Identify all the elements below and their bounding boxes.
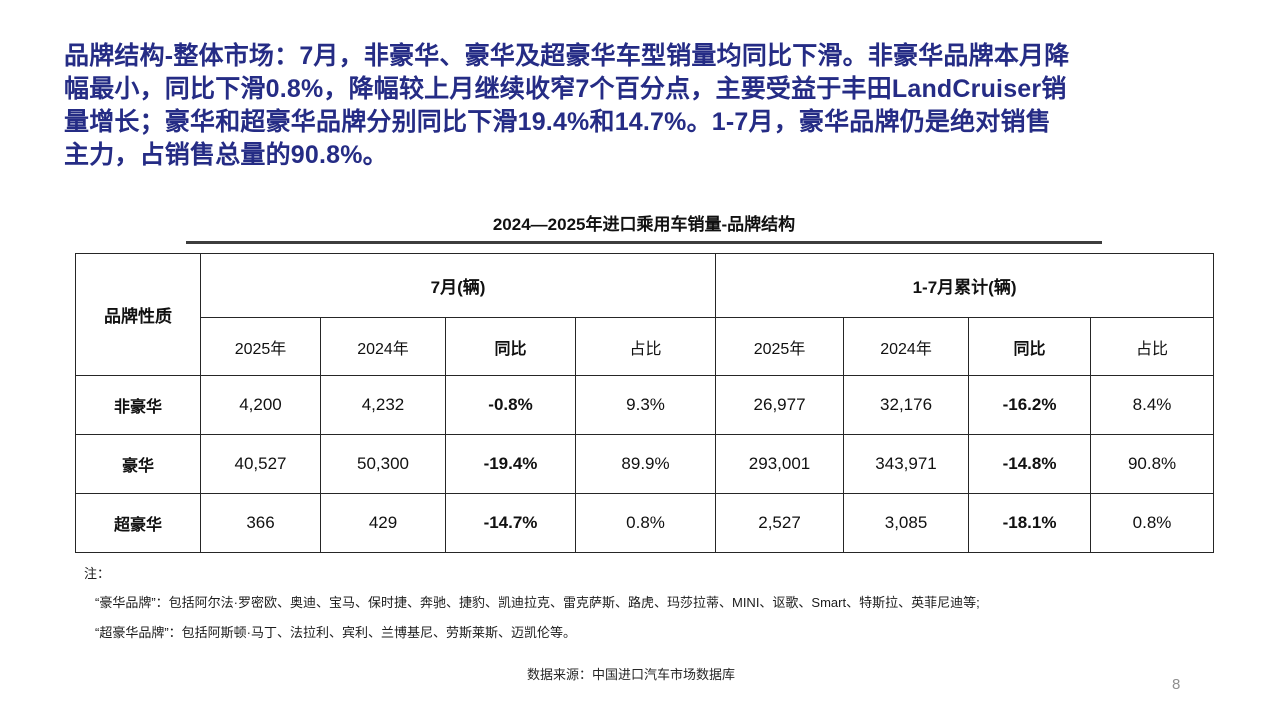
cell-share: 89.9% — [574, 434, 717, 494]
cell-yoy: -16.2% — [968, 375, 1092, 435]
note-luxury-brands: “豪华品牌”：包括阿尔法·罗密欧、奥迪、宝马、保时捷、奔驰、捷豹、凯迪拉克、雷克… — [95, 595, 980, 610]
cell-value: 429 — [320, 493, 446, 553]
headline-line: 量增长；豪华和超豪华品牌分别同比下滑19.4%和14.7%。1-7月，豪华品牌仍… — [64, 108, 1051, 136]
cell-yoy: -14.8% — [968, 434, 1092, 494]
col-header-share-ytd: 占比 — [1090, 317, 1215, 376]
row-label-luxury: 豪华 — [75, 434, 201, 494]
col-group-july: 7月(辆) — [199, 253, 717, 318]
row-label-non-luxury: 非豪华 — [75, 375, 201, 435]
cell-yoy: -18.1% — [968, 493, 1092, 553]
cell-value: 40,527 — [200, 434, 321, 494]
col-header-2025-ytd: 2025年 — [715, 317, 845, 376]
cell-value: 2,527 — [715, 493, 845, 553]
cell-value: 293,001 — [715, 434, 845, 494]
cell-yoy: -19.4% — [445, 434, 576, 494]
cell-value: 50,300 — [320, 434, 446, 494]
sales-table: 品牌性质 7月(辆) 1-7月累计(辆) 2025年 2024年 同比 占比 2… — [75, 253, 1215, 553]
headline-line: 幅最小，同比下滑0.8%，降幅较上月继续收窄7个百分点，主要受益于丰田LandC… — [64, 75, 1067, 103]
cell-value: 366 — [200, 493, 321, 553]
cell-yoy: -0.8% — [445, 375, 576, 435]
col-header-2025-july: 2025年 — [200, 317, 321, 376]
cell-value: 343,971 — [843, 434, 970, 494]
col-header-brand-type: 品牌性质 — [75, 253, 201, 376]
note-label: 注： — [84, 566, 111, 581]
table-row-non-luxury: 非豪华 4,200 4,232 -0.8% 9.3% 26,977 32,176… — [75, 375, 1215, 435]
col-header-share-july: 占比 — [574, 317, 717, 376]
headline-line: 品牌结构-整体市场：7月，非豪华、豪华及超豪华车型销量均同比下滑。非豪华品牌本月… — [64, 42, 1070, 70]
note-super-luxury-brands: “超豪华品牌”：包括阿斯顿·马丁、法拉利、宾利、兰博基尼、劳斯莱斯、迈凯伦等。 — [95, 625, 576, 640]
cell-value: 4,232 — [320, 375, 446, 435]
cell-share: 8.4% — [1090, 375, 1215, 435]
data-source: 数据来源：中国进口汽车市场数据库 — [526, 667, 735, 682]
slide-headline: 品牌结构-整体市场：7月，非豪华、豪华及超豪华车型销量均同比下滑。非豪华品牌本月… — [64, 40, 1229, 172]
cell-share: 90.8% — [1090, 434, 1215, 494]
cell-value: 32,176 — [843, 375, 970, 435]
page-number: 8 — [1172, 676, 1181, 693]
cell-share: 0.8% — [574, 493, 717, 553]
table-row-luxury: 豪华 40,527 50,300 -19.4% 89.9% 293,001 34… — [75, 434, 1215, 494]
cell-share: 0.8% — [1090, 493, 1215, 553]
table-row-super-luxury: 超豪华 366 429 -14.7% 0.8% 2,527 3,085 -18.… — [75, 493, 1215, 553]
col-header-yoy-july: 同比 — [445, 317, 576, 376]
cell-yoy: -14.7% — [445, 493, 576, 553]
col-header-yoy-ytd: 同比 — [968, 317, 1092, 376]
col-header-2024-july: 2024年 — [320, 317, 446, 376]
col-group-ytd: 1-7月累计(辆) — [715, 253, 1215, 318]
cell-value: 26,977 — [715, 375, 845, 435]
cell-value: 3,085 — [843, 493, 970, 553]
table-title-wrap: 2024—2025年进口乘用车销量-品牌结构 — [186, 212, 1102, 238]
col-header-2024-ytd: 2024年 — [843, 317, 970, 376]
cell-share: 9.3% — [574, 375, 717, 435]
row-label-super-luxury: 超豪华 — [75, 493, 201, 553]
table-title: 2024—2025年进口乘用车销量-品牌结构 — [492, 215, 796, 234]
footnotes: 注： “豪华品牌”：包括阿尔法·罗密欧、奥迪、宝马、保时捷、奔驰、捷豹、凯迪拉克… — [84, 566, 980, 641]
headline-line: 主力，占销售总量的90.8%。 — [64, 141, 388, 169]
cell-value: 4,200 — [200, 375, 321, 435]
table-title-underline — [186, 241, 1102, 244]
